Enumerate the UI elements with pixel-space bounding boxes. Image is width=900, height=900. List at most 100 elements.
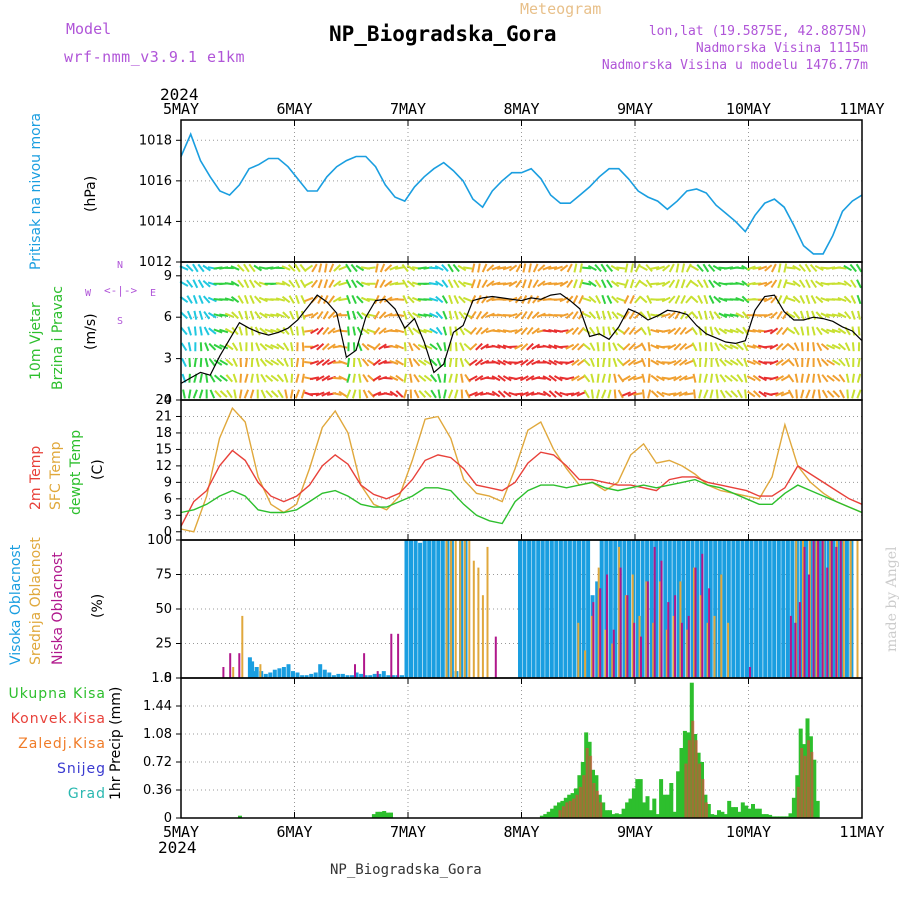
- wind-arrow: [559, 312, 569, 318]
- wind-arrow: [352, 373, 356, 383]
- wind-arrow: [743, 373, 748, 383]
- wind-arrow: [757, 265, 768, 271]
- precip-bar-convective: [687, 740, 691, 818]
- wind-arrow: [536, 392, 546, 396]
- wind-arrow: [275, 282, 286, 286]
- wind-arrow: [662, 264, 671, 272]
- precip-bar-total: [378, 811, 383, 818]
- compass-n: N: [117, 260, 124, 271]
- wind-arrow: [679, 310, 687, 320]
- wind-arrow: [805, 389, 811, 399]
- wind-arrow: [633, 376, 643, 381]
- wind-arrow: [384, 280, 393, 288]
- wind-arrow: [185, 264, 194, 272]
- wind-arrow: [270, 390, 279, 398]
- wind-arrow: [407, 326, 415, 336]
- wind-arrow: [578, 279, 584, 289]
- wind-arrow: [403, 389, 408, 399]
- wind-arrow: [622, 342, 631, 351]
- wind-arrow: [537, 264, 546, 272]
- wind-arrow: [566, 279, 574, 288]
- station-title: NP_Biogradska_Gora: [329, 22, 557, 46]
- wind-arrow: [290, 373, 294, 383]
- cloud-bar-srednja-oblacnost: [445, 540, 448, 678]
- wind-arrow: [793, 326, 800, 336]
- wind-arrow: [843, 264, 853, 272]
- wind-arrow: [678, 375, 688, 382]
- wind-arrow: [412, 342, 421, 351]
- wind-arrow: [640, 357, 646, 368]
- wind-arrow: [198, 310, 204, 320]
- cloud-bar-visoka-oblacnost: [758, 540, 763, 678]
- ytick-label-wind: 3: [164, 352, 172, 367]
- precip-bar-total: [385, 812, 390, 818]
- wind-arrow: [502, 281, 512, 286]
- wind-arrow: [475, 310, 483, 320]
- panel-frame-precip: [180, 677, 863, 819]
- wind-arrow: [323, 279, 329, 289]
- precip-bar-total: [764, 814, 769, 818]
- wind-arrow: [570, 391, 580, 397]
- wind-arrow: [606, 279, 613, 289]
- cloud-bar-srednja-oblacnost: [693, 567, 695, 678]
- wind-arrow: [681, 263, 686, 273]
- wind-arrow: [576, 359, 586, 366]
- wind-arrow: [378, 343, 387, 350]
- wind-arrow: [295, 357, 300, 368]
- wind-arrow: [503, 390, 512, 398]
- wind-arrow: [448, 294, 454, 305]
- precip-bar-total: [730, 807, 735, 818]
- ytick-label-cloud: 25: [155, 637, 172, 652]
- wind-arrow: [639, 295, 648, 304]
- wind-arrow: [729, 343, 739, 350]
- cloud-bar-visoka-oblacnost: [340, 673, 345, 678]
- wind-arrow: [650, 266, 660, 270]
- wind-arrow: [389, 375, 399, 382]
- cloud-bar-srednja-oblacnost: [241, 615, 244, 678]
- wind-arrow: [485, 392, 495, 396]
- cloud-bar-niska-oblacnost: [708, 588, 711, 678]
- wind-arrow: [435, 295, 444, 304]
- wind-arrow: [237, 279, 245, 288]
- wind-arrow: [350, 263, 358, 273]
- wind-arrow: [508, 280, 518, 287]
- precip-bar-convective: [575, 794, 579, 818]
- wind-arrow: [460, 389, 464, 399]
- cloud-bar-visoka-oblacnost: [686, 540, 690, 678]
- wind-arrow: [589, 357, 595, 368]
- cloud-bar-srednja-oblacnost: [795, 540, 798, 678]
- wind-arrow: [389, 344, 399, 349]
- wind-arrow: [542, 375, 552, 382]
- wind-arrow: [407, 311, 415, 320]
- ytick-label-precip: 0.36: [143, 783, 172, 798]
- wind-arrow: [781, 358, 790, 367]
- precip-bar-convective: [582, 775, 586, 818]
- cloud-bar-srednja-oblacnost: [802, 540, 804, 678]
- cloud-bar-srednja-oblacnost: [481, 595, 484, 678]
- wind-arrow: [697, 310, 703, 320]
- wind-arrow: [315, 359, 325, 366]
- wind-arrow: [616, 312, 626, 319]
- wind-arrow: [703, 389, 709, 399]
- wind-arrow: [606, 310, 612, 320]
- wind-arrow: [679, 342, 688, 351]
- wind-arrow: [844, 342, 851, 352]
- wind-arrow: [622, 375, 631, 382]
- wind-arrow: [832, 374, 841, 382]
- precip-bar-total: [642, 802, 647, 818]
- wind-arrow: [389, 390, 399, 398]
- wind-arrow: [548, 266, 558, 270]
- wind-arrow: [224, 297, 234, 302]
- precip-bar-convective: [810, 751, 814, 818]
- wind-arrow: [231, 342, 239, 352]
- ytick-label-precip: 0.72: [143, 755, 172, 770]
- wind-arrow: [548, 359, 558, 366]
- cloud-bar-srednja-oblacnost: [652, 622, 655, 678]
- wind-arrow: [475, 326, 483, 336]
- cloud-bar-visoka-oblacnost: [531, 540, 536, 678]
- wind-arrow: [361, 312, 370, 319]
- wind-arrow: [811, 310, 817, 320]
- wind-arrow: [786, 266, 796, 270]
- wind-arrow: [491, 344, 501, 349]
- wind-arrow: [650, 374, 659, 382]
